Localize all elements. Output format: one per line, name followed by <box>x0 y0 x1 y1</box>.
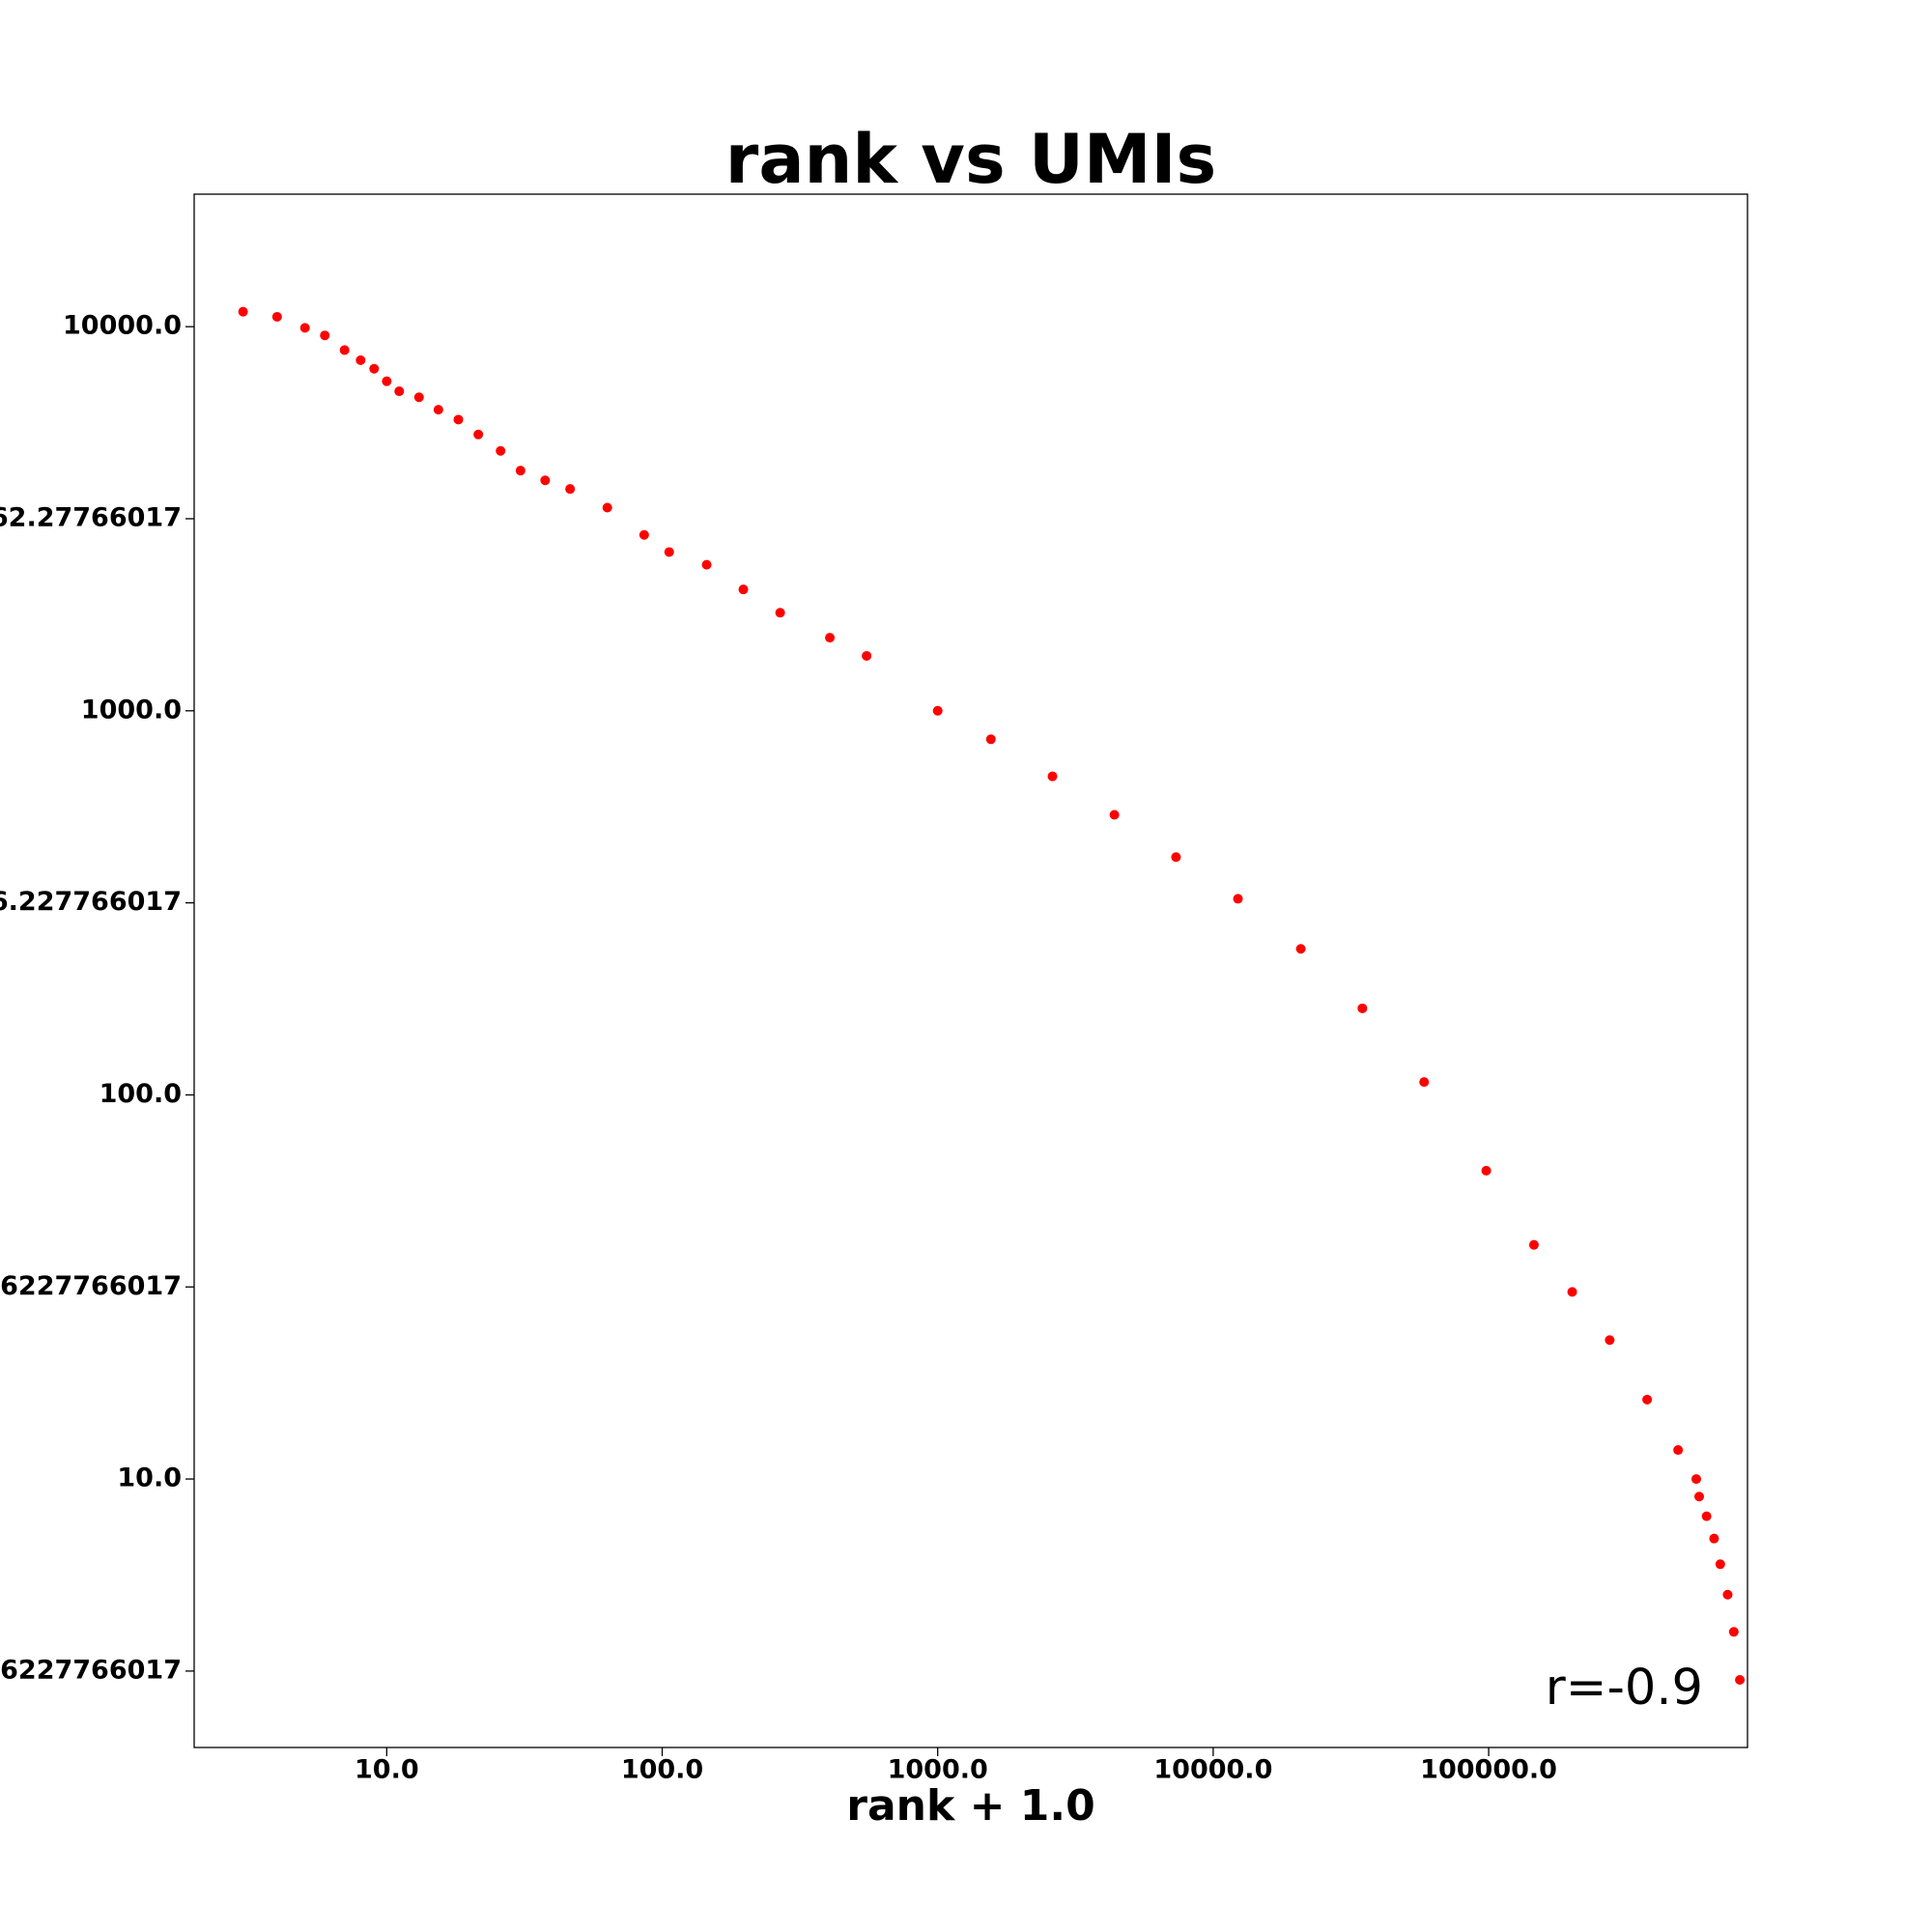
x-tick-label: 100000.0 <box>1420 1755 1557 1785</box>
data-point <box>1047 771 1058 781</box>
data-point <box>565 484 576 495</box>
data-point <box>1357 1003 1368 1013</box>
y-tick-label: 3.16227766017 <box>0 1655 182 1685</box>
data-point <box>299 323 310 333</box>
data-point <box>339 345 350 355</box>
y-tick-label: 316.227766017 <box>0 887 182 917</box>
data-point <box>1295 944 1306 954</box>
data-point <box>1642 1394 1653 1405</box>
data-point <box>775 608 785 618</box>
y-tick-label: 10000.0 <box>63 311 182 341</box>
data-point <box>1171 852 1181 863</box>
plot-frame <box>193 193 1748 1748</box>
data-point <box>639 529 649 540</box>
data-point <box>413 392 424 403</box>
data-point <box>1728 1627 1739 1637</box>
data-point <box>1605 1335 1615 1346</box>
data-point <box>602 502 612 513</box>
data-point <box>701 559 712 570</box>
data-point <box>540 475 551 486</box>
data-point <box>238 306 248 317</box>
y-tick-label: 100.0 <box>99 1079 182 1109</box>
data-point <box>862 650 872 661</box>
data-point <box>355 355 366 365</box>
data-point <box>320 330 330 341</box>
data-point <box>738 584 749 595</box>
data-point <box>664 547 674 557</box>
data-point <box>369 363 380 374</box>
data-point <box>932 705 943 716</box>
y-tick-label: 1000.0 <box>81 695 182 724</box>
data-point <box>985 734 996 745</box>
data-point <box>1715 1559 1725 1570</box>
data-point <box>1109 810 1120 820</box>
data-point <box>1701 1511 1712 1521</box>
data-point <box>496 445 506 456</box>
y-tick-label: 10.0 <box>117 1463 182 1493</box>
data-point <box>473 429 484 440</box>
data-point <box>1722 1589 1733 1600</box>
data-point <box>1690 1474 1701 1485</box>
x-tick-label: 10.0 <box>355 1755 419 1785</box>
data-point <box>1567 1287 1577 1297</box>
data-point <box>1673 1445 1684 1456</box>
y-tick-label: 3162.27766017 <box>0 502 182 532</box>
x-tick-label: 1000.0 <box>888 1755 988 1785</box>
data-point <box>1233 894 1243 904</box>
data-point <box>453 414 464 425</box>
data-point <box>394 386 405 397</box>
data-point <box>1735 1674 1746 1685</box>
x-axis-label: rank + 1.0 <box>846 1781 1094 1831</box>
data-point <box>433 405 443 415</box>
data-point <box>1419 1077 1430 1088</box>
data-point <box>1693 1492 1704 1502</box>
y-tick-label: 31.6227766017 <box>0 1271 182 1301</box>
data-point <box>1528 1239 1539 1250</box>
x-tick-label: 10000.0 <box>1153 1755 1272 1785</box>
chart-title: rank vs UMIs <box>725 120 1216 199</box>
data-point <box>1709 1533 1719 1544</box>
annotation: r=-0.9 <box>1546 1660 1703 1717</box>
data-point <box>1481 1165 1492 1176</box>
data-point <box>825 633 836 643</box>
data-point <box>382 376 392 386</box>
data-point <box>515 466 526 476</box>
x-tick-label: 100.0 <box>621 1755 703 1785</box>
data-point <box>271 311 282 322</box>
